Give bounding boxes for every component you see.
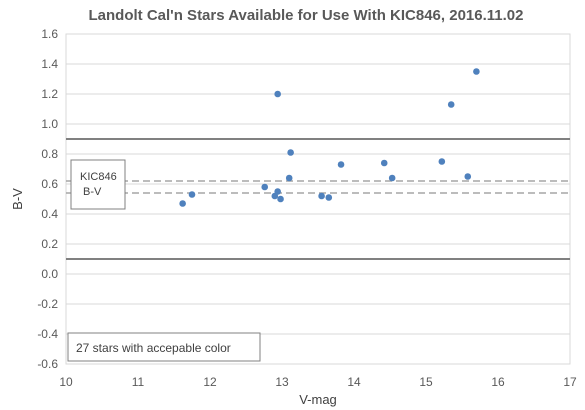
data-point <box>179 200 186 207</box>
data-point <box>274 188 281 195</box>
data-point <box>274 90 281 98</box>
y-tick-label: 1.6 <box>41 27 58 41</box>
y-axis-label: B-V <box>10 188 25 210</box>
x-tick-label: 16 <box>491 375 505 389</box>
kic-box-line2: B-V <box>83 186 102 198</box>
reference-lines <box>66 138 570 260</box>
count-box: 27 stars with accepable color <box>67 332 261 362</box>
kic-box-line1: KIC846 <box>80 171 117 183</box>
data-points <box>179 68 480 207</box>
x-axis-ticks: 10 11 12 13 14 15 16 17 <box>59 375 577 389</box>
y-tick-label: 0.8 <box>41 147 58 161</box>
data-point <box>438 158 446 165</box>
data-point <box>285 174 293 182</box>
y-tick-label: -0.6 <box>37 357 58 371</box>
plot-area <box>65 33 571 365</box>
x-tick-label: 13 <box>275 375 289 389</box>
y-tick-label: 0.0 <box>41 267 58 281</box>
data-point <box>464 173 472 180</box>
y-tick-label: 0.2 <box>41 237 58 251</box>
x-tick-label: 11 <box>132 375 145 389</box>
x-tick-label: 15 <box>419 375 433 389</box>
y-tick-label: 0.6 <box>41 177 58 191</box>
kic-box: KIC846 B-V <box>70 159 126 210</box>
y-tick-label: -0.2 <box>37 297 58 311</box>
data-point <box>473 68 480 75</box>
y-tick-label: 1.4 <box>41 57 58 71</box>
data-point <box>188 191 196 198</box>
data-point <box>325 194 333 201</box>
x-tick-label: 12 <box>203 375 217 389</box>
data-point <box>287 149 294 156</box>
count-box-text: 27 stars with accepable color <box>76 341 231 355</box>
data-point <box>277 195 284 203</box>
x-tick-label: 10 <box>59 375 73 389</box>
x-tick-label: 14 <box>347 375 361 389</box>
data-point <box>318 192 325 200</box>
data-point <box>388 174 396 182</box>
y-tick-label: 1.0 <box>41 117 58 131</box>
y-tick-label: -0.4 <box>37 327 58 341</box>
data-point <box>337 161 345 168</box>
x-axis-label: V-mag <box>299 392 337 407</box>
y-tick-label: 0.4 <box>41 207 58 221</box>
y-tick-label: 1.2 <box>41 87 58 101</box>
y-axis-ticks: -0.6 -0.4 -0.2 0.0 0.2 0.4 0.6 0.8 1.0 1.2 1.4 1.6 <box>37 27 58 371</box>
x-tick-label: 17 <box>563 375 577 389</box>
data-point <box>380 159 388 167</box>
data-point <box>261 183 269 191</box>
data-point <box>447 101 455 108</box>
chart-title: Landolt Cal'n Stars Available for Use Wi… <box>89 7 524 24</box>
